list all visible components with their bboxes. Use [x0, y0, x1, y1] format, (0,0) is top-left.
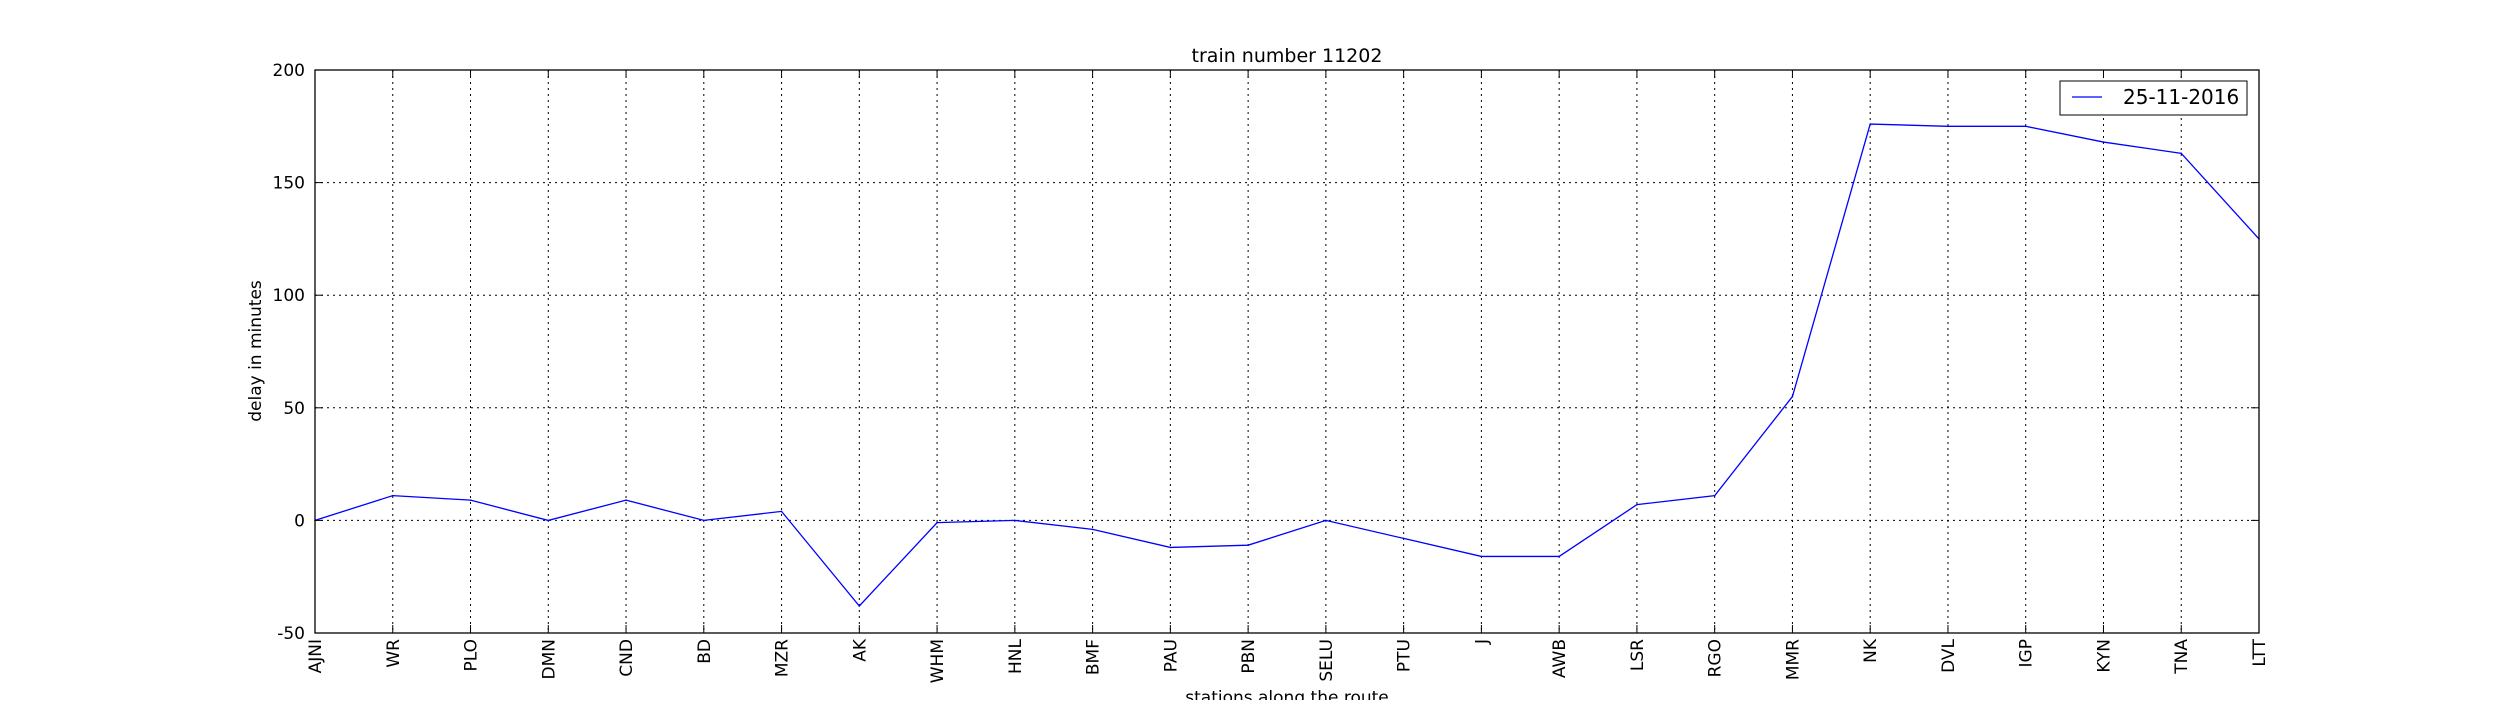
data-point [703, 520, 705, 522]
data-point [1481, 556, 1483, 558]
x-tick-label: MMR [1783, 639, 1803, 680]
data-point [1247, 544, 1249, 546]
data-point [2180, 153, 2182, 155]
x-tick-label: WR [384, 639, 404, 668]
data-point [859, 605, 861, 607]
y-axis-label: delay in minutes [246, 280, 266, 422]
x-tick-label: BD [695, 639, 715, 664]
x-tick-label: PTU [1395, 639, 1415, 672]
x-tick-label: CND [617, 639, 637, 677]
x-tick-label: MZR [773, 639, 793, 677]
legend: 25-11-2016 [2060, 81, 2247, 115]
data-point [1714, 495, 1716, 497]
legend-label: 25-11-2016 [2123, 85, 2239, 109]
data-point [1558, 556, 1560, 558]
data-point [392, 495, 394, 497]
data-point [625, 499, 627, 501]
x-tick-label: DVL [1939, 638, 1959, 672]
data-point [781, 511, 783, 513]
x-tick-label: J [1472, 639, 1492, 645]
y-tick-label: 150 [273, 174, 305, 194]
x-tick-label: LSR [1628, 639, 1648, 671]
x-axis-label: stations along the route [1185, 688, 1389, 700]
x-tick-label: DMN [539, 639, 559, 679]
x-tick-label: RGO [1706, 639, 1726, 677]
data-point [1869, 123, 1871, 125]
y-tick-label: 0 [294, 511, 305, 531]
x-tick-label: AJNI [306, 639, 326, 673]
x-tick-label: PAU [1161, 639, 1181, 672]
x-tick-label: TNA [2172, 639, 2192, 675]
y-tick-label: -50 [277, 624, 305, 644]
y-tick-label: 200 [273, 61, 305, 81]
data-point [1092, 529, 1094, 531]
x-tick-label: HNL [1006, 638, 1026, 674]
x-tick-label: PLO [462, 639, 482, 672]
x-tick-label: WHM [928, 639, 948, 683]
data-point [936, 522, 938, 524]
data-point [1947, 126, 1949, 128]
data-point [1325, 520, 1327, 522]
x-tick-label: PBN [1239, 639, 1259, 674]
x-tick-label: BMF [1084, 639, 1104, 675]
y-tick-label: 100 [273, 286, 305, 306]
data-point [1170, 547, 1172, 549]
data-point [1014, 520, 1016, 522]
x-tick-label: NK [1861, 638, 1881, 663]
data-point [547, 520, 549, 522]
x-tick-label: AK [850, 638, 870, 662]
x-tick-label: KYN [2094, 639, 2114, 673]
data-point [470, 499, 472, 501]
data-point [1403, 538, 1405, 540]
y-tick-label: 50 [283, 399, 305, 419]
x-tick-label: LTT [2250, 638, 2270, 666]
data-point [1636, 504, 1638, 506]
chart-title: train number 11202 [1192, 45, 1383, 67]
x-tick-label: AWB [1550, 639, 1570, 678]
data-point [2025, 126, 2027, 128]
data-point [1792, 396, 1794, 398]
data-point [2103, 141, 2105, 143]
x-tick-label: SELU [1317, 639, 1337, 682]
x-tick-label: IGP [2017, 639, 2037, 667]
